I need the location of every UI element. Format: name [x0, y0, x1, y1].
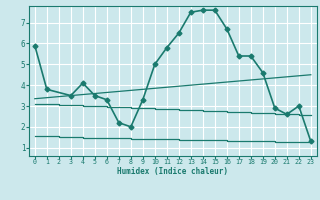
X-axis label: Humidex (Indice chaleur): Humidex (Indice chaleur): [117, 167, 228, 176]
